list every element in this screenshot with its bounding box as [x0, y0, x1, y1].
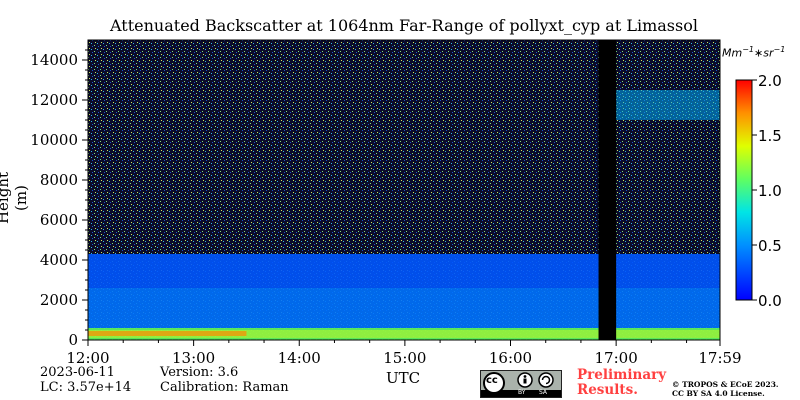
- copyright-line-2: CC BY SA 4.0 License.: [672, 389, 765, 398]
- x-tick-label: 17:59: [698, 349, 741, 367]
- cloud-patch-0: [616, 90, 720, 120]
- share-alike-icon: [538, 372, 554, 388]
- footer-lidar-constant: LC: 3.57e+14: [40, 380, 132, 395]
- preliminary-line-1: Preliminary: [577, 367, 667, 383]
- sa-text: SA: [539, 389, 548, 396]
- colorbar-tick-label: 1.5: [758, 127, 782, 145]
- x-tick-label: 17:00: [595, 349, 638, 367]
- colorbar-tick-label: 0.5: [758, 237, 782, 255]
- colorbar-tick-label: 0.0: [758, 292, 782, 310]
- colorbar-ticks: 0.0 0.5 1.0 1.5 2.0: [752, 72, 782, 310]
- y-tick-label: 2000: [40, 291, 78, 309]
- colorbar-tick-label: 1.0: [758, 182, 782, 200]
- x-tick-label: 13:00: [172, 349, 215, 367]
- x-tick-label: 15:00: [383, 349, 426, 367]
- cc-license-badge: cc BY SA: [480, 370, 562, 398]
- footer-date: 2023-06-11: [40, 365, 115, 380]
- colorbar-tick-label: 2.0: [758, 72, 782, 90]
- cc-text: cc: [486, 375, 498, 386]
- copyright-line-1: © TROPOS & ECoE 2023.: [672, 380, 779, 389]
- no-data-gap: [598, 40, 617, 340]
- copyright-notice: © TROPOS & ECoE 2023. CC BY SA 4.0 Licen…: [672, 380, 779, 398]
- x-axis-label: UTC: [386, 369, 421, 387]
- y-tick-label: 12000: [30, 91, 78, 109]
- plot-area: [88, 40, 720, 340]
- axes: 12:00 13:00 14:00 15:00 16:00 17:00 17:59 0 2000…: [30, 39, 742, 367]
- x-tick-label: 16:00: [489, 349, 532, 367]
- y-tick-label: 4000: [40, 251, 78, 269]
- x-tick-label: 14:00: [278, 349, 321, 367]
- footer-version: Version: 3.6: [160, 365, 239, 380]
- chart-title: Attenuated Backscatter at 1064nm Far-Ran…: [110, 16, 698, 35]
- colorbar-unit: Mm−1∗sr−1: [722, 45, 786, 60]
- colorbar: [735, 79, 753, 301]
- y-tick-label: 10000: [30, 131, 78, 149]
- y-tick-label: 6000: [40, 211, 78, 229]
- footer-calibration: Calibration: Raman: [160, 380, 289, 395]
- surface-streak: [88, 330, 720, 338]
- preliminary-notice: Preliminary Results.: [577, 368, 666, 398]
- preliminary-line-2: Results.: [577, 382, 638, 398]
- y-tick-label: 14000: [30, 51, 78, 69]
- surface-hotspot: [88, 331, 247, 336]
- y-tick-label: 0: [68, 331, 78, 349]
- x-tick-label: 12:00: [66, 349, 109, 367]
- layer-2: [88, 254, 720, 288]
- y-tick-label: 8000: [40, 171, 78, 189]
- by-text: BY: [518, 389, 526, 396]
- cc-icon: [483, 372, 505, 394]
- layer-1: [88, 288, 720, 328]
